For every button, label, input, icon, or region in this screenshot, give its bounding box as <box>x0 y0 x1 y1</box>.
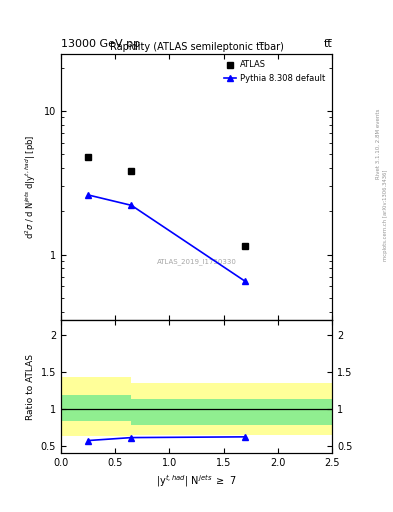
ATLAS <box>243 243 248 249</box>
Text: ATLAS_2019_I1750330: ATLAS_2019_I1750330 <box>156 258 237 265</box>
Text: 13000 GeV pp: 13000 GeV pp <box>61 38 140 49</box>
Text: tt̅: tt̅ <box>323 38 332 49</box>
Text: mcplots.cern.ch [arXiv:1306.3436]: mcplots.cern.ch [arXiv:1306.3436] <box>384 169 388 261</box>
X-axis label: |y$^{t,had}$| N$^{jets}$ $\geq$ 7: |y$^{t,had}$| N$^{jets}$ $\geq$ 7 <box>156 474 237 489</box>
Text: Rivet 3.1.10, 2.8M events: Rivet 3.1.10, 2.8M events <box>376 108 380 179</box>
Line: Pythia 8.308 default: Pythia 8.308 default <box>84 191 249 285</box>
Title: Rapidity (ATLAS semileptonic tt̅bar): Rapidity (ATLAS semileptonic tt̅bar) <box>110 41 283 52</box>
Pythia 8.308 default <box>129 202 134 208</box>
Y-axis label: Ratio to ATLAS: Ratio to ATLAS <box>26 354 35 419</box>
Pythia 8.308 default <box>243 279 248 285</box>
ATLAS <box>86 154 90 160</box>
Y-axis label: d$^2\sigma$ / d N$^{jets}$ d|y$^{t,had}$| [pb]: d$^2\sigma$ / d N$^{jets}$ d|y$^{t,had}$… <box>24 135 38 239</box>
Pythia 8.308 default <box>86 192 90 198</box>
Legend: ATLAS, Pythia 8.308 default: ATLAS, Pythia 8.308 default <box>221 58 328 85</box>
Line: ATLAS: ATLAS <box>84 153 249 249</box>
ATLAS <box>129 168 134 174</box>
